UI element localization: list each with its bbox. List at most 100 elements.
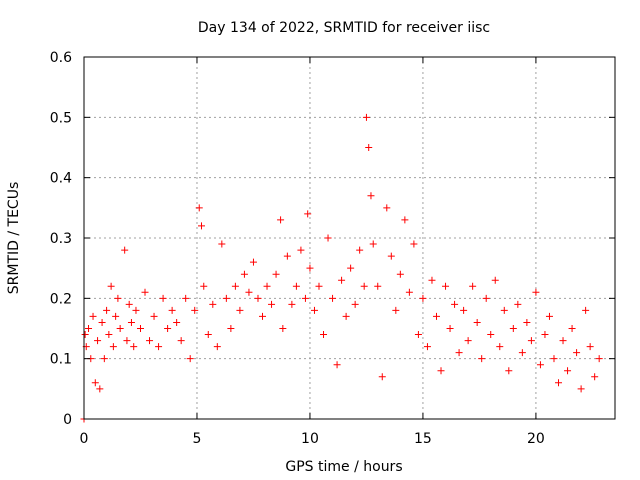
data-point: [455, 349, 463, 357]
data-point: [114, 294, 122, 302]
data-point: [347, 264, 355, 272]
data-point: [437, 367, 445, 375]
data-point: [121, 246, 129, 254]
data-point: [100, 355, 108, 363]
data-point: [582, 306, 590, 314]
data-point: [240, 270, 248, 278]
data-point: [564, 367, 572, 375]
data-point: [315, 282, 323, 290]
data-point: [374, 282, 382, 290]
data-point: [369, 240, 377, 248]
data-point: [94, 337, 102, 345]
data-point: [304, 210, 312, 218]
data-point: [297, 246, 305, 254]
y-tick-label: 0: [63, 412, 72, 428]
data-point: [365, 144, 373, 151]
y-axis-label: SRMTID / TECUs: [6, 182, 22, 295]
axis-ticks: 0 0.1 0.2 0.3 0.4 0.5 0.6 0 5 10 15 20: [50, 50, 615, 447]
data-point: [360, 282, 368, 290]
data-points: [80, 113, 603, 423]
x-tick-label: 20: [527, 431, 545, 447]
data-point: [491, 276, 499, 284]
data-point: [112, 312, 120, 320]
data-point: [306, 264, 314, 272]
data-point: [81, 331, 89, 339]
data-point: [200, 282, 208, 290]
data-point: [505, 367, 513, 375]
data-point: [283, 252, 291, 260]
data-point: [320, 331, 328, 339]
data-point: [487, 331, 495, 339]
data-point: [227, 325, 235, 332]
data-point: [177, 337, 185, 345]
data-point: [288, 300, 296, 308]
data-point: [107, 282, 115, 290]
data-point: [473, 318, 481, 326]
data-point: [130, 343, 138, 351]
data-point: [123, 337, 131, 345]
x-tick-label: 10: [301, 431, 319, 447]
data-point: [109, 343, 117, 351]
data-point: [277, 216, 285, 224]
data-point: [324, 234, 332, 242]
y-tick-label: 0.4: [50, 171, 72, 187]
data-point: [496, 343, 504, 351]
data-point: [401, 216, 409, 224]
data-point: [168, 306, 176, 314]
data-point: [550, 355, 558, 363]
data-point: [245, 288, 253, 296]
data-point: [182, 294, 190, 302]
data-point: [254, 294, 262, 302]
data-point: [442, 282, 450, 290]
y-tick-label: 0.6: [50, 50, 72, 66]
data-point: [523, 318, 531, 326]
data-point: [146, 337, 154, 345]
data-point: [595, 355, 603, 363]
data-point: [204, 331, 212, 339]
data-point: [446, 325, 454, 332]
data-point: [518, 349, 526, 357]
data-point: [85, 325, 93, 332]
data-point: [116, 325, 124, 332]
data-point: [268, 300, 276, 308]
data-point: [259, 312, 267, 320]
data-point: [541, 331, 549, 339]
grid: [84, 57, 615, 419]
data-point: [338, 276, 346, 284]
data-point: [136, 325, 144, 332]
y-tick-label: 0.1: [50, 352, 72, 368]
data-point: [532, 288, 540, 296]
data-point: [509, 325, 517, 332]
data-point: [186, 355, 194, 363]
data-point: [432, 312, 440, 320]
data-point: [577, 385, 585, 393]
data-point: [236, 306, 244, 314]
data-point: [573, 349, 581, 357]
data-point: [164, 325, 172, 332]
data-point: [292, 282, 300, 290]
data-point: [555, 379, 563, 387]
data-point: [414, 331, 422, 339]
data-point: [249, 258, 257, 266]
data-point: [342, 312, 350, 320]
data-point: [173, 318, 181, 326]
data-point: [191, 306, 199, 314]
data-point: [356, 246, 364, 254]
data-point: [132, 306, 140, 314]
data-point: [482, 294, 490, 302]
data-point: [209, 300, 217, 308]
data-point: [536, 361, 544, 369]
data-point: [218, 240, 226, 248]
data-point: [500, 306, 508, 314]
data-point: [329, 294, 337, 302]
chart-title: Day 134 of 2022, SRMTID for receiver iis…: [198, 20, 490, 36]
data-point: [125, 300, 133, 308]
data-point: [231, 282, 239, 290]
data-point: [527, 337, 535, 345]
x-axis-label: GPS time / hours: [285, 459, 402, 475]
data-point: [98, 318, 106, 326]
data-point: [272, 270, 280, 278]
x-tick-label: 15: [414, 431, 432, 447]
data-point: [568, 325, 576, 332]
